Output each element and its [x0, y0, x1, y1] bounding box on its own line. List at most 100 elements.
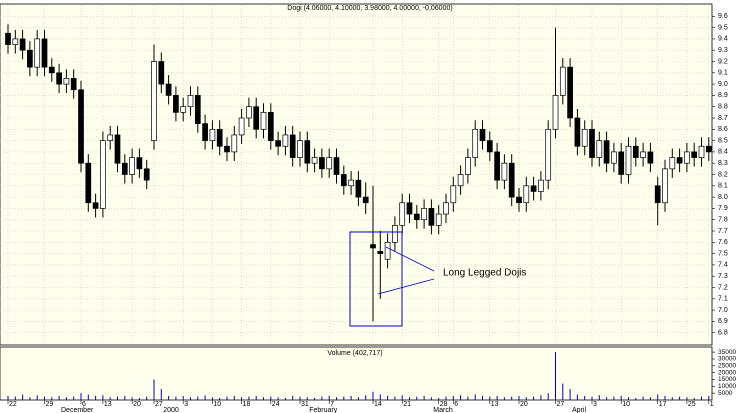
- x-tick-label: 20: [520, 401, 528, 408]
- candle-body: [348, 179, 354, 187]
- month-label: 2000: [163, 407, 179, 413]
- candle-body: [611, 151, 617, 164]
- month-label: March: [433, 407, 453, 413]
- candle-body: [538, 179, 544, 192]
- candle-body: [479, 128, 486, 141]
- candle-body: [180, 106, 187, 113]
- candle-body: [41, 38, 48, 68]
- x-tick-label: 14: [374, 401, 382, 408]
- x-tick-label: 20: [133, 401, 141, 408]
- y-tick-label: 8.4: [718, 149, 728, 156]
- price-panel: [0, 3, 713, 346]
- volume-title: Volume (402,717): [327, 350, 382, 357]
- x-tick-label: 27: [155, 401, 163, 408]
- candle-body: [12, 38, 19, 45]
- y-tick-label: 8.7: [718, 115, 728, 122]
- y-tick-label: 8.2: [718, 171, 728, 178]
- y-tick-label: 7.9: [718, 205, 728, 212]
- y-tick-label: 8.9: [718, 92, 728, 99]
- y-tick-label: 7.4: [718, 262, 728, 269]
- candle-body: [545, 128, 552, 181]
- candle-body: [297, 140, 303, 158]
- x-tick-label: 3: [593, 401, 597, 408]
- candle-body: [92, 202, 99, 209]
- x-tick-label: 28: [440, 401, 448, 408]
- chart-title: Dogi (4.06000, 4.10000, 3.98000, 4.00000…: [287, 5, 452, 12]
- y-tick-label: 6.9: [718, 318, 728, 325]
- candle-body: [428, 208, 435, 226]
- y-tick-label: 8.3: [718, 160, 728, 167]
- x-tick-label: 29: [46, 401, 54, 408]
- volume-panel: [0, 346, 713, 401]
- candle-body: [523, 185, 530, 204]
- y-tick-label: 7.8: [718, 217, 728, 224]
- y-tick-label: 9.1: [718, 70, 728, 77]
- candle-body: [669, 157, 676, 170]
- y-tick-label: 7.6: [718, 239, 728, 246]
- candle-body: [63, 78, 70, 85]
- candle-body: [691, 151, 698, 158]
- candle-body: [362, 196, 369, 204]
- candle-body: [340, 174, 347, 187]
- annotation-text: Long Legged Dojis: [443, 268, 526, 279]
- candle-body: [238, 117, 245, 136]
- candle-body: [632, 145, 639, 158]
- candle-body: [370, 244, 376, 249]
- candle-body: [618, 151, 625, 175]
- candle-body: [56, 72, 62, 85]
- candle-body: [581, 128, 588, 147]
- x-tick-label: 17: [659, 401, 667, 408]
- candle-body: [435, 213, 442, 226]
- candle-body: [384, 241, 391, 260]
- candle-body: [231, 134, 238, 153]
- y-tick-label: 8.1: [718, 183, 728, 190]
- candle-body: [589, 128, 595, 158]
- candle-body: [640, 151, 646, 158]
- candle-body: [508, 162, 515, 198]
- x-tick-label: 22: [9, 401, 17, 408]
- candle-body: [516, 196, 522, 204]
- candle-body: [143, 168, 150, 181]
- candle-body: [70, 78, 77, 91]
- candle-body: [267, 111, 274, 141]
- candle-body: [27, 49, 33, 68]
- candle-body: [114, 134, 121, 164]
- candle-body: [85, 162, 92, 204]
- candle-body: [173, 95, 179, 113]
- y-tick-label: 7.7: [718, 228, 728, 235]
- candle-body: [486, 140, 493, 153]
- candle-body: [260, 111, 267, 130]
- candle-body: [392, 225, 398, 243]
- x-tick-label: 25: [688, 401, 696, 408]
- volume-y-tick-label: 35000: [718, 349, 736, 356]
- candle-body: [151, 61, 157, 141]
- candle-body: [34, 38, 41, 68]
- candle-body: [48, 66, 55, 74]
- month-label: February: [309, 407, 338, 413]
- x-tick-label: 7: [330, 401, 334, 408]
- candle-body: [377, 250, 384, 254]
- x-tick-label: 13: [491, 401, 499, 408]
- candle-body: [158, 61, 165, 85]
- x-tick-label: 27: [557, 401, 565, 408]
- candle-body: [647, 151, 654, 164]
- y-tick-label: 9.6: [718, 13, 728, 20]
- x-tick-label: 6: [454, 401, 458, 408]
- y-tick-label: 8.0: [718, 194, 728, 201]
- candle-body: [216, 128, 223, 147]
- candle-body: [443, 202, 449, 215]
- x-tick-label: 13: [104, 401, 112, 408]
- candle-body: [625, 145, 632, 175]
- volume-y-tick-label: 30000: [718, 356, 736, 363]
- x-tick-label: 6: [82, 401, 86, 408]
- volume-y-tick-label: 25000: [718, 363, 736, 370]
- candle-body: [494, 151, 500, 181]
- candle-body: [100, 140, 106, 209]
- volume-y-tick-label: 10000: [718, 383, 736, 390]
- y-tick-label: 7.0: [718, 307, 728, 314]
- annotation-arrow: [377, 278, 435, 295]
- candle-body: [129, 157, 135, 175]
- candle-body: [684, 151, 690, 164]
- candle-body: [304, 140, 311, 164]
